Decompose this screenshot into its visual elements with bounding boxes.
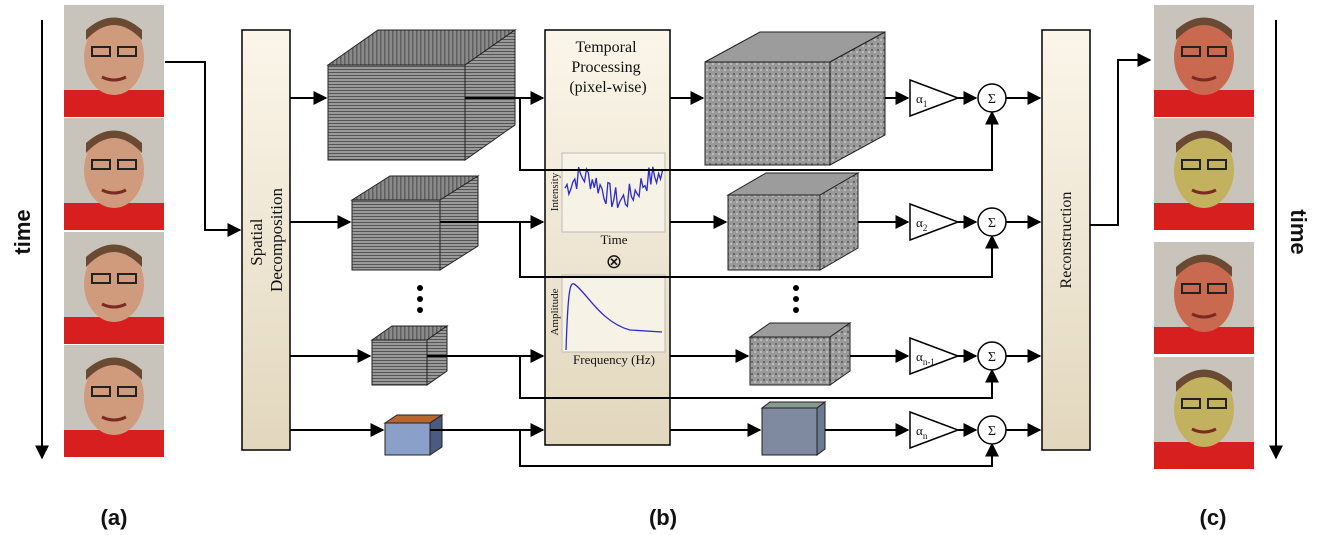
summer-label: Σ bbox=[988, 92, 996, 107]
caption-c: (c) bbox=[1200, 505, 1227, 530]
output-frames bbox=[1153, 5, 1255, 469]
filter-x-label: Frequency (Hz) bbox=[573, 352, 655, 367]
amplifier-subscript: 2 bbox=[923, 223, 928, 233]
signal-curve bbox=[564, 166, 664, 209]
cube-side bbox=[816, 401, 826, 456]
caption-b: (b) bbox=[649, 505, 677, 530]
signal-plot bbox=[561, 152, 666, 233]
amplifier-symbol: α bbox=[916, 91, 923, 106]
amplifier-label: αn bbox=[916, 423, 928, 441]
summer-label: Σ bbox=[988, 424, 996, 439]
ellipsis-dot bbox=[417, 285, 423, 291]
amplifier bbox=[909, 336, 961, 376]
input-frames bbox=[63, 5, 165, 457]
ellipsis-dot bbox=[417, 296, 423, 302]
cube-top bbox=[760, 401, 827, 409]
cube-front bbox=[761, 407, 818, 456]
amplifier bbox=[909, 410, 961, 450]
time-label: time bbox=[1286, 209, 1311, 254]
caption-a: (a) bbox=[101, 505, 128, 530]
cube-front bbox=[327, 64, 466, 161]
temporal-line: Processing bbox=[571, 59, 640, 76]
amplifier-label: αn-1 bbox=[916, 349, 935, 367]
ellipsis-dot bbox=[793, 285, 799, 291]
amplifier-label: α1 bbox=[916, 91, 927, 109]
ellipsis-dot bbox=[793, 296, 799, 302]
temporal-block bbox=[544, 29, 671, 446]
ellipsis-dot bbox=[793, 307, 799, 313]
amplifier-subscript: n bbox=[923, 431, 928, 441]
signal-y-label: Intensity bbox=[549, 172, 561, 211]
cube-front bbox=[704, 61, 831, 166]
connector bbox=[519, 356, 999, 399]
pipeline: α1 Σα2 Σαn-1 Σαn Σ bbox=[165, 29, 1152, 467]
amplifier-symbol: α bbox=[916, 349, 923, 364]
connector bbox=[519, 98, 999, 171]
spatial-line: Decomposition bbox=[267, 188, 286, 292]
cube-front bbox=[351, 199, 441, 271]
reconstruction-block bbox=[1041, 29, 1091, 451]
amplifier-subscript: n-1 bbox=[923, 357, 935, 367]
filter-y-label: Amplitude bbox=[549, 288, 561, 335]
spatial-block bbox=[241, 29, 291, 451]
amplifier bbox=[909, 202, 961, 242]
cube-front bbox=[727, 194, 821, 271]
cube-front bbox=[749, 336, 831, 386]
connector bbox=[519, 222, 999, 278]
amplifier-subscript: 1 bbox=[923, 99, 928, 109]
amplifier-symbol: α bbox=[916, 423, 923, 438]
time-label: time bbox=[10, 209, 35, 254]
spatial-line: Spatial bbox=[247, 218, 266, 265]
connector bbox=[519, 430, 999, 467]
filter-curve bbox=[565, 283, 663, 351]
convolution-operator: ⊗ bbox=[606, 251, 623, 273]
amplifier-symbol: α bbox=[916, 215, 923, 230]
cube-front bbox=[384, 422, 431, 456]
temporal-line: Temporal bbox=[575, 39, 637, 56]
cube-front bbox=[371, 339, 428, 386]
spatial-label: Spatial Decomposition bbox=[247, 188, 286, 292]
connector bbox=[1090, 53, 1152, 226]
signal-x-label: Time bbox=[601, 232, 628, 247]
ellipsis-dot bbox=[417, 307, 423, 313]
temporal-line: (pixel-wise) bbox=[569, 79, 646, 96]
temporal-title: Temporal Processing (pixel-wise) bbox=[569, 39, 646, 96]
summer-label: Σ bbox=[988, 350, 996, 365]
summer-label: Σ bbox=[988, 216, 996, 231]
amplifier-label: α2 bbox=[916, 215, 927, 233]
amplifier bbox=[909, 78, 961, 118]
connector bbox=[165, 61, 242, 237]
reconstruction-label: Reconstruction bbox=[1058, 192, 1075, 289]
filter-plot bbox=[561, 274, 666, 353]
